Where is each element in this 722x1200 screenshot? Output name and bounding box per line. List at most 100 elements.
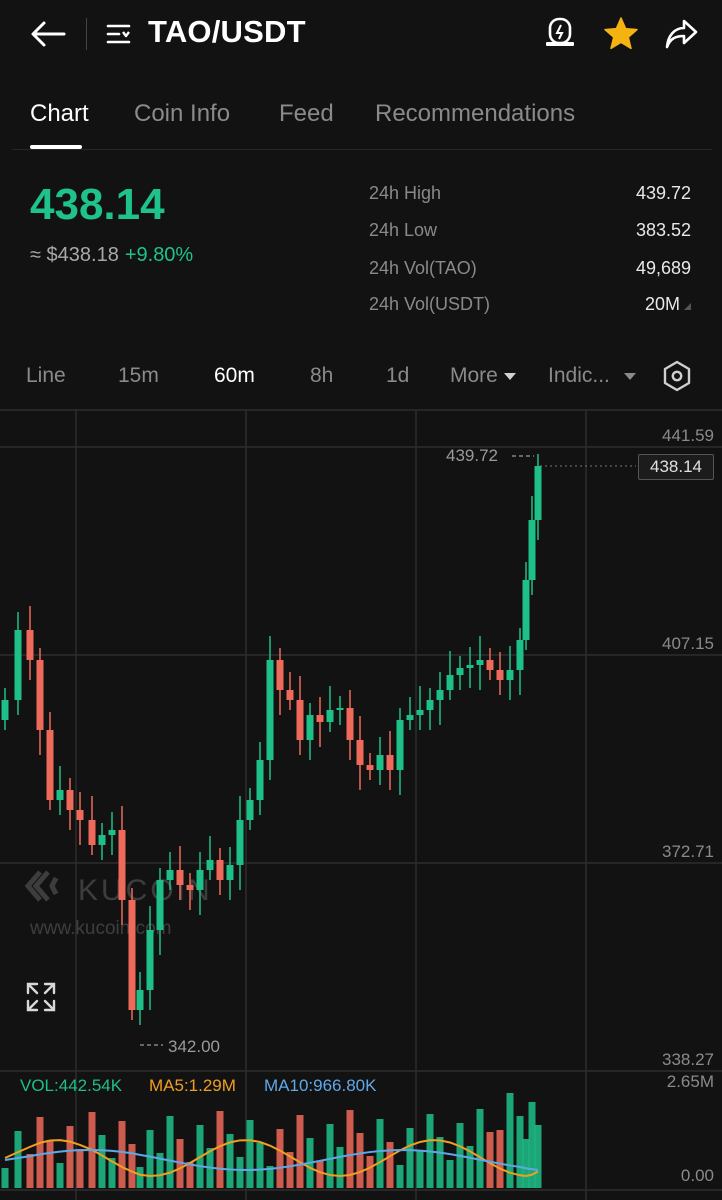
volume-bar	[326, 1124, 334, 1188]
candle-body	[156, 880, 164, 930]
candle-body	[98, 835, 106, 845]
tab-feed[interactable]: Feed	[279, 100, 334, 127]
candle-body	[386, 755, 394, 770]
candle-body	[166, 870, 174, 880]
candle-body	[296, 700, 304, 740]
tf-1d[interactable]: 1d	[386, 364, 410, 387]
pair-title[interactable]: TAO/USDT	[148, 14, 306, 49]
chevron-down-icon	[503, 372, 516, 380]
expand-icon	[26, 982, 56, 1012]
tf-8h[interactable]: 8h	[310, 364, 334, 387]
volume-bar	[186, 1162, 194, 1188]
volume-bar	[46, 1140, 54, 1188]
volume-bar	[356, 1133, 364, 1188]
candle-body	[306, 715, 314, 740]
tf-60m[interactable]: 60m	[214, 364, 255, 387]
candle-body	[466, 665, 474, 668]
volume-bar	[528, 1102, 536, 1188]
candle-body	[176, 870, 184, 885]
tf-15m[interactable]: 15m	[118, 364, 159, 387]
volume-bar	[476, 1109, 484, 1188]
stat-vol-usdt-value[interactable]: 20M	[645, 294, 691, 315]
volume-bar	[346, 1110, 354, 1188]
volume-bar	[276, 1129, 284, 1188]
stat-vol-usdt-label: 24h Vol(USDT)	[369, 294, 491, 314]
volume-bar	[506, 1093, 514, 1188]
candle-body	[136, 990, 144, 1010]
favorite-button[interactable]	[601, 14, 641, 54]
stat-high-label: 24h High	[369, 183, 442, 203]
volume-bars-group	[1, 1093, 542, 1188]
candle-body	[128, 900, 136, 1010]
fullscreen-button[interactable]	[22, 978, 60, 1016]
tab-coin-info[interactable]: Coin Info	[134, 100, 231, 127]
volume-bar	[316, 1161, 324, 1188]
kucoin-watermark: KUCOIN www.kucoin.com	[24, 870, 210, 939]
volume-bar	[296, 1115, 304, 1188]
candle-body	[326, 710, 334, 722]
tf-line[interactable]: Line	[26, 364, 66, 387]
volume-bar	[1, 1168, 9, 1188]
volume-bar	[266, 1166, 274, 1188]
candle-body	[186, 885, 194, 890]
tf-more-dropdown[interactable]: More	[450, 364, 516, 388]
tab-recommendations[interactable]: Recommendations	[375, 100, 576, 127]
watermark-url: www.kucoin.com	[29, 918, 172, 939]
stat-vol-tao-value: 49,689	[635, 258, 691, 278]
candle-body	[14, 630, 22, 700]
candle-body	[216, 860, 224, 880]
last-price: 438.14	[30, 180, 165, 229]
volume-bar	[98, 1135, 106, 1188]
candle-body	[476, 660, 484, 665]
volume-bar	[286, 1152, 294, 1188]
stat-low-label: 24h Low	[369, 220, 438, 240]
tab-chart[interactable]: Chart	[30, 100, 89, 127]
candle-body	[146, 930, 154, 990]
volume-bar	[26, 1154, 34, 1188]
volume-bar	[406, 1128, 414, 1188]
volume-bar	[216, 1111, 224, 1188]
volume-bar	[336, 1147, 344, 1188]
volume-bar	[118, 1121, 126, 1188]
volume-bar	[156, 1153, 164, 1188]
back-button[interactable]	[28, 16, 68, 52]
candles-group	[1, 454, 542, 1025]
ma10-legend: MA10:966.80K	[264, 1076, 377, 1095]
candle-body	[522, 580, 530, 640]
candle-body	[366, 765, 374, 770]
price-usd-row: ≈ $438.18 +9.80%	[30, 244, 193, 267]
active-tab-indicator	[30, 145, 82, 149]
volume-bar	[516, 1116, 524, 1188]
axis-price-2: 407.15	[662, 634, 714, 653]
price-alert-icon	[546, 17, 574, 46]
usd-price: ≈ $438.18	[30, 244, 119, 266]
volume-bar	[446, 1160, 454, 1188]
volume-bar	[14, 1131, 22, 1188]
volume-bar	[36, 1117, 44, 1188]
price-alert-button[interactable]	[540, 14, 580, 54]
candle-body	[376, 755, 384, 770]
volume-bar	[256, 1143, 264, 1188]
candle-body	[336, 708, 344, 710]
volume-bar	[416, 1151, 424, 1188]
candle-body	[206, 860, 214, 870]
corner-triangle-icon	[684, 303, 691, 310]
volume-bar	[226, 1134, 234, 1188]
candle-body	[56, 790, 64, 800]
indicators-dropdown[interactable]: Indic...	[548, 364, 636, 388]
pairs-menu-button[interactable]	[104, 20, 134, 48]
volume-bar	[236, 1157, 244, 1188]
candle-body	[516, 640, 524, 670]
candle-body	[436, 690, 444, 700]
chart-settings-button[interactable]	[660, 358, 694, 394]
share-icon	[665, 19, 698, 49]
share-button[interactable]	[661, 14, 701, 54]
pairs-menu-icon	[106, 24, 131, 44]
volume-bar	[436, 1137, 444, 1188]
axis-price-3: 372.71	[662, 842, 714, 861]
volume-bar	[136, 1167, 144, 1188]
volume-bar	[76, 1149, 84, 1188]
indicators-label: Indic...	[548, 364, 610, 387]
volume-bar	[496, 1130, 504, 1188]
